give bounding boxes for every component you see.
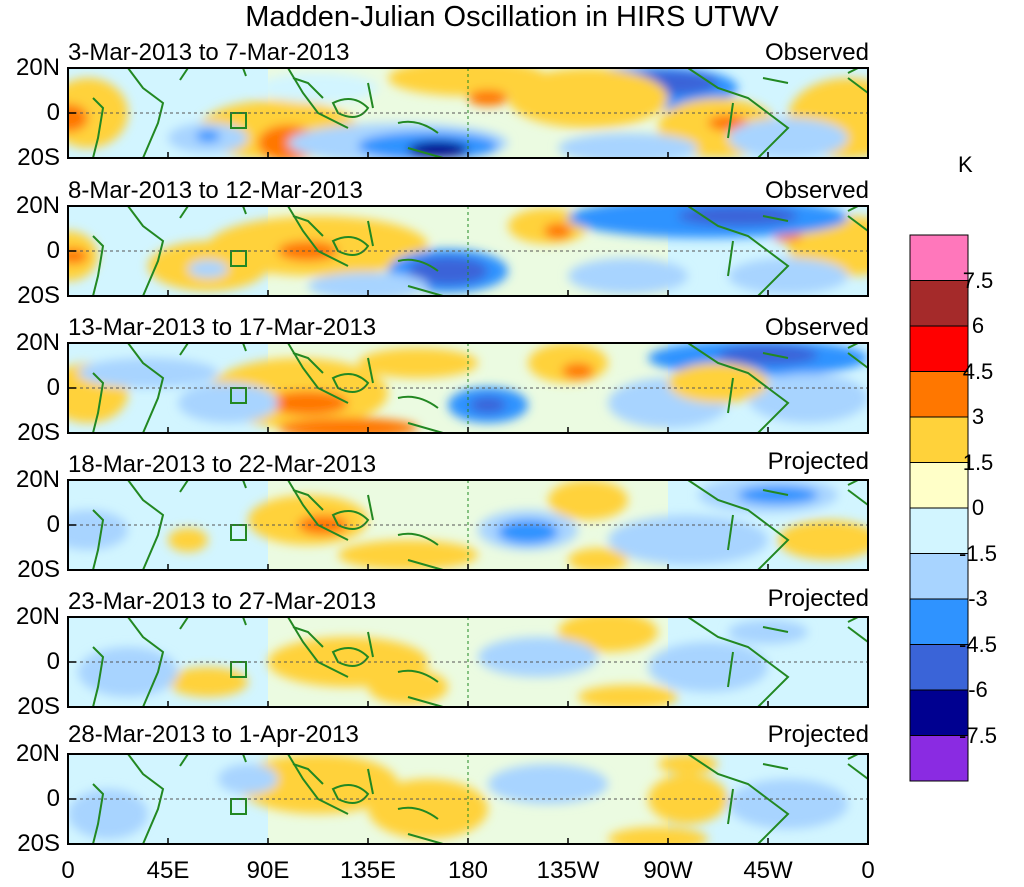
- panel-3-date: 13-Mar-2013 to 17-Mar-2013: [68, 314, 377, 341]
- panel-6-lat-north: 20N: [15, 740, 60, 767]
- coastline: [92, 617, 868, 707]
- panel-3-status: Observed: [764, 314, 869, 341]
- panel-4-date: 18-Mar-2013 to 22-Mar-2013: [68, 451, 377, 478]
- colorbar-label: -6: [968, 677, 988, 702]
- panel-6-date: 28-Mar-2013 to 1-Apr-2013: [68, 721, 359, 748]
- panel-2-lat-equator: 0: [46, 237, 60, 264]
- panel-4-status: Projected: [767, 448, 869, 475]
- colorbar-label: 0: [971, 495, 985, 520]
- panel-2-status: Observed: [764, 177, 869, 204]
- coastline: [92, 68, 868, 158]
- colorbar-label: -1.5: [959, 540, 997, 566]
- colorbar-label: -7.5: [959, 722, 997, 748]
- map-panel: [67, 616, 869, 708]
- colorbar-label: 4.5: [962, 358, 994, 384]
- panel-5-date: 23-Mar-2013 to 27-Mar-2013: [68, 588, 377, 615]
- map-panel: [67, 479, 869, 571]
- colorbar-label: 3: [971, 404, 985, 429]
- panel-2-date: 8-Mar-2013 to 12-Mar-2013: [68, 177, 363, 204]
- colorbar-swatch: [909, 735, 969, 782]
- panel-5-lat-equator: 0: [46, 648, 60, 675]
- lon-label-45w: 45W: [743, 857, 793, 884]
- panel-5-lat-south: 20S: [17, 693, 60, 720]
- panel-1-lat-equator: 0: [46, 99, 60, 126]
- panel-1-lat-north: 20N: [15, 54, 60, 81]
- map-panel: [67, 753, 869, 845]
- figure-title: Madden-Julian Oscillation in HIRS UTWV: [245, 1, 779, 33]
- lon-label-135w: 135W: [536, 857, 600, 884]
- lon-label-135e: 135E: [339, 857, 397, 884]
- panel-1-lat-south: 20S: [17, 144, 60, 171]
- colorbar-swatch: [909, 462, 969, 509]
- map-panel: [67, 205, 869, 297]
- lon-label-90w: 90W: [643, 857, 693, 884]
- panel-4-lat-equator: 0: [46, 511, 60, 538]
- panel-6-status: Projected: [767, 721, 869, 748]
- lon-label-90e: 90E: [246, 857, 290, 884]
- colorbar-swatch: [909, 644, 969, 691]
- panel-6-lat-equator: 0: [46, 785, 60, 812]
- panel-1-status: Observed: [764, 39, 869, 66]
- panel-6-lat-south: 20S: [17, 830, 60, 857]
- colorbar-label: 6: [971, 313, 985, 338]
- lon-label-0: 0: [61, 857, 75, 884]
- panel-3-lat-south: 20S: [17, 419, 60, 446]
- colorbar-swatch: [909, 325, 969, 372]
- coastline: [92, 480, 868, 570]
- coastline: [92, 343, 868, 433]
- colorbar-label: -4.5: [959, 631, 997, 657]
- coastline: [92, 754, 868, 844]
- panel-2-lat-south: 20S: [17, 282, 60, 309]
- panel-2-lat-north: 20N: [15, 192, 60, 219]
- panel-4-lat-north: 20N: [15, 466, 60, 493]
- colorbar-swatch: [909, 598, 969, 645]
- colorbar-label: 1.5: [962, 449, 994, 475]
- panel-5-status: Projected: [767, 585, 869, 612]
- panel-3-lat-equator: 0: [46, 374, 60, 401]
- coastline: [92, 206, 868, 296]
- colorbar-units: K: [958, 152, 973, 177]
- colorbar-swatch: [909, 507, 969, 554]
- colorbar-swatch: [909, 280, 969, 327]
- map-panel: [67, 67, 869, 159]
- panel-1-date: 3-Mar-2013 to 7-Mar-2013: [68, 39, 350, 66]
- map-panel: [67, 342, 869, 434]
- colorbar-label: 7.5: [962, 267, 994, 293]
- panel-5-lat-north: 20N: [15, 603, 60, 630]
- colorbar: [909, 234, 969, 782]
- colorbar-label: -3: [968, 586, 988, 611]
- lon-label-180: 180: [447, 857, 489, 884]
- lon-label-0-end: 0: [861, 857, 875, 884]
- colorbar-swatch: [909, 416, 969, 463]
- panel-4-lat-south: 20S: [17, 556, 60, 583]
- lon-label-45e: 45E: [146, 857, 190, 884]
- panel-3-lat-north: 20N: [15, 329, 60, 356]
- colorbar-swatch: [909, 553, 969, 600]
